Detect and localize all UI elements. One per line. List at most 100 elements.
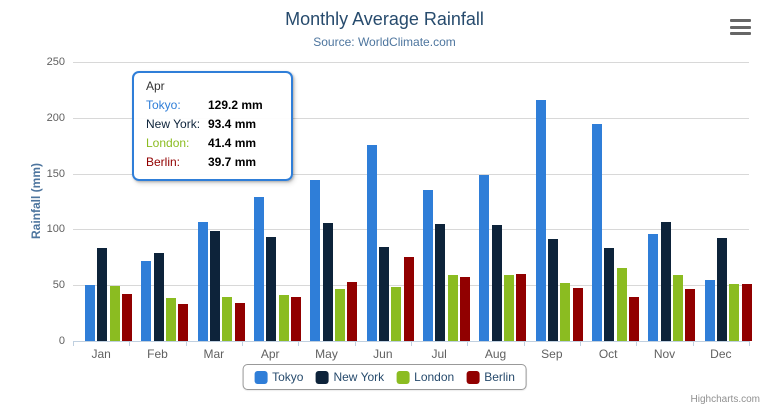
bar-tokyo-may[interactable]	[310, 180, 321, 341]
x-axis-label-jun: Jun	[373, 347, 393, 361]
y-axis-label-250: 250	[46, 56, 65, 68]
bar-tokyo-mar[interactable]	[197, 222, 208, 341]
chart-title: Monthly Average Rainfall	[285, 9, 484, 29]
hamburger-icon	[730, 19, 751, 22]
y-axis-label-0: 0	[58, 335, 65, 347]
x-axis-tick	[411, 341, 412, 346]
gridline-y-200	[73, 117, 749, 119]
legend-swatch-berlin	[466, 370, 480, 384]
bar-london-aug[interactable]	[503, 274, 514, 341]
bar-london-may[interactable]	[334, 288, 345, 341]
tooltip-header: Apr	[146, 79, 165, 93]
bar-berlin-jan[interactable]	[121, 293, 132, 341]
bar-berlin-dec[interactable]	[741, 283, 752, 341]
bar-berlin-sep[interactable]	[572, 287, 583, 341]
legend-item-berlin[interactable]: Berlin	[466, 370, 515, 384]
bar-new-york-may[interactable]	[322, 222, 333, 341]
legend-swatch-tokyo	[254, 370, 268, 384]
tooltip-row-new-york: New York: 93.4 mm	[146, 115, 279, 134]
bar-london-nov[interactable]	[672, 274, 683, 341]
bar-tokyo-jun[interactable]	[366, 144, 377, 341]
gridline-y-250	[73, 62, 749, 63]
bar-new-york-oct[interactable]	[604, 247, 615, 341]
tooltip-series-value: 93.4 mm	[208, 117, 257, 131]
bar-new-york-jun[interactable]	[378, 246, 389, 341]
bar-tokyo-nov[interactable]	[648, 234, 659, 341]
bar-london-jan[interactable]	[109, 286, 120, 341]
bar-berlin-apr[interactable]	[290, 296, 301, 341]
gridline-y-100	[73, 229, 749, 231]
chart-subtitle: Source: WorldClimate.com	[313, 35, 456, 49]
bar-london-jun[interactable]	[391, 287, 402, 341]
x-axis-label-jan: Jan	[91, 347, 111, 361]
plot-area	[73, 62, 752, 341]
bar-tokyo-apr[interactable]	[254, 196, 264, 341]
bar-london-jul[interactable]	[447, 275, 458, 341]
bar-berlin-nov[interactable]	[685, 288, 696, 341]
bar-london-apr[interactable]	[278, 294, 289, 341]
bar-new-york-apr[interactable]	[266, 236, 277, 341]
x-axis-tick	[636, 341, 638, 346]
x-axis-label-mar: Mar	[203, 347, 225, 361]
x-axis-tick	[73, 341, 74, 346]
bar-berlin-jul[interactable]	[459, 276, 470, 341]
x-axis-tick	[298, 341, 300, 346]
bar-london-oct[interactable]	[616, 268, 627, 341]
legend-label: Berlin	[484, 370, 515, 384]
x-axis-label-may: May	[315, 347, 338, 361]
bar-tokyo-sep[interactable]	[535, 99, 546, 341]
bar-london-mar[interactable]	[222, 297, 233, 341]
tooltip-series-value: 41.4 mm	[208, 136, 257, 150]
x-axis-tick	[749, 341, 750, 346]
bar-tokyo-oct[interactable]	[592, 124, 602, 341]
bar-berlin-oct[interactable]	[628, 297, 639, 341]
tooltip-series-label: Berlin:	[146, 155, 181, 169]
x-axis-tick	[129, 341, 131, 346]
x-axis-label-oct: Oct	[598, 347, 618, 361]
legend-label: Tokyo	[272, 370, 304, 384]
bar-london-sep[interactable]	[560, 282, 571, 341]
bar-new-york-feb[interactable]	[153, 253, 164, 341]
export-menu-button[interactable]	[730, 19, 752, 35]
bar-new-york-aug[interactable]	[491, 224, 502, 341]
bar-berlin-mar[interactable]	[234, 302, 245, 341]
bar-berlin-feb[interactable]	[178, 303, 189, 341]
legend-item-new-york[interactable]: New York	[315, 370, 384, 384]
tooltip-series-label: New York:	[146, 117, 201, 131]
bar-tokyo-dec[interactable]	[704, 280, 715, 341]
bar-berlin-jun[interactable]	[403, 256, 414, 341]
tooltip-row-london: London: 41.4 mm	[146, 134, 279, 153]
bar-new-york-jan[interactable]	[97, 247, 108, 341]
x-axis-label-aug: Aug	[484, 347, 507, 361]
y-axis-label-50: 50	[52, 279, 65, 292]
x-axis-tick	[242, 341, 243, 346]
tooltip: Apr Tokyo: 129.2 mm New York: 93.4 mm London…	[132, 71, 293, 181]
x-axis-tick	[467, 341, 469, 346]
bar-tokyo-feb[interactable]	[141, 261, 152, 341]
legend: Tokyo New York London Berlin	[242, 364, 527, 390]
bar-london-feb[interactable]	[165, 297, 176, 341]
bar-berlin-aug[interactable]	[516, 273, 527, 341]
x-axis-label-apr: Apr	[260, 347, 280, 361]
bar-new-york-jul[interactable]	[435, 223, 446, 341]
credits-link[interactable]: Highcharts.com	[690, 394, 760, 405]
legend-item-london[interactable]: London	[396, 370, 454, 384]
bar-tokyo-aug[interactable]	[479, 175, 490, 341]
legend-item-tokyo[interactable]: Tokyo	[254, 370, 303, 384]
bar-new-york-dec[interactable]	[716, 238, 727, 341]
bar-new-york-nov[interactable]	[660, 222, 671, 341]
bar-tokyo-jan[interactable]	[85, 285, 95, 341]
tooltip-row-tokyo: Tokyo: 129.2 mm	[146, 96, 279, 115]
bar-berlin-may[interactable]	[347, 282, 358, 341]
bar-london-dec[interactable]	[729, 283, 740, 341]
y-axis-label-150: 150	[46, 167, 65, 180]
bar-new-york-sep[interactable]	[547, 239, 558, 341]
x-axis-label-feb: Feb	[147, 347, 168, 361]
x-axis-tick	[185, 341, 187, 346]
bar-new-york-mar[interactable]	[209, 231, 220, 341]
bar-tokyo-jul[interactable]	[423, 189, 433, 341]
x-axis-label-dec: Dec	[710, 347, 732, 361]
gridline-y-150	[73, 173, 749, 175]
x-axis-label-jul: Jul	[431, 347, 447, 361]
